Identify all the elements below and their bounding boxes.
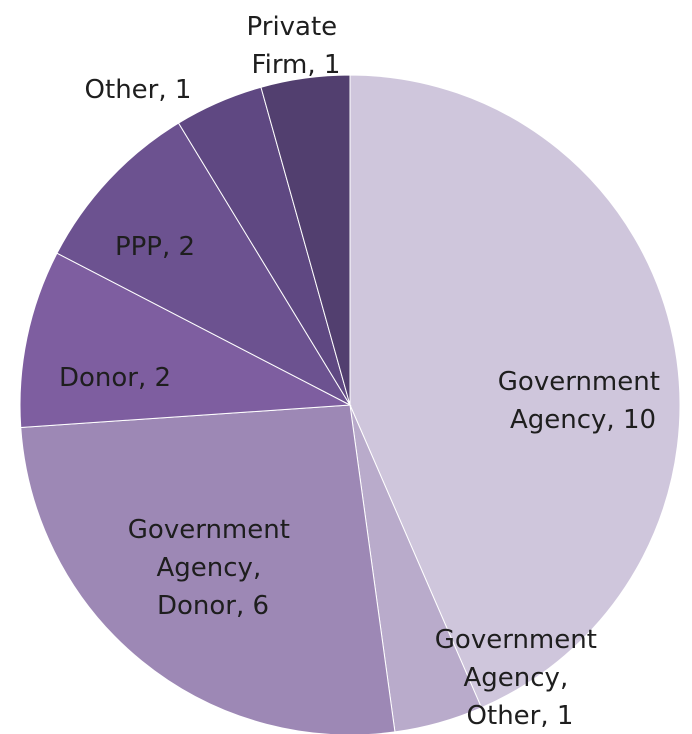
label-line: Government xyxy=(435,625,605,655)
data-label: Government Agency, Other, 1 xyxy=(435,625,605,731)
label-line: Government xyxy=(128,515,298,545)
label-line: Agency, xyxy=(157,553,270,583)
label-line: PPP, 2 xyxy=(115,232,195,262)
label-line: Government xyxy=(498,367,668,397)
data-label: Government Agency, 10 xyxy=(498,367,668,435)
data-label: Government Agency, Donor, 6 xyxy=(128,515,298,621)
label-line: Donor, 6 xyxy=(157,591,269,621)
pie-slice xyxy=(349,74,681,709)
label-line: Private xyxy=(247,12,346,42)
label-line: Agency, 10 xyxy=(510,405,656,435)
data-label: Donor, 2 xyxy=(59,363,171,393)
label-line: Other, 1 xyxy=(85,75,192,105)
label-line: Other, 1 xyxy=(467,701,574,731)
label-line: Donor, 2 xyxy=(59,363,171,393)
pie-slice xyxy=(19,252,352,429)
pie-slice xyxy=(56,122,352,407)
pie-slice xyxy=(260,74,351,406)
data-label: PPP, 2 xyxy=(115,232,195,262)
label-line: Firm, 1 xyxy=(252,50,341,80)
label-line: Agency, xyxy=(464,663,577,693)
data-label: Private Firm, 1 xyxy=(247,12,346,80)
data-label: Other, 1 xyxy=(85,75,192,105)
